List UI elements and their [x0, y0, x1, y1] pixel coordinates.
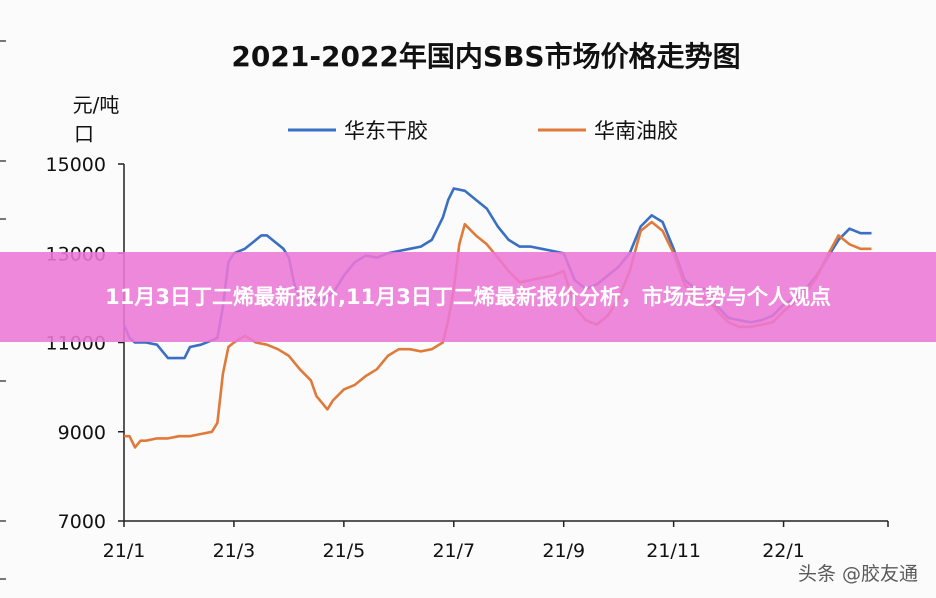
y-tick-label: 15000	[46, 154, 106, 176]
y-tick-label: 7000	[58, 511, 106, 533]
x-tick-label: 21/1	[103, 540, 146, 562]
y-tick-label: 9000	[58, 422, 106, 444]
legend-label: 华东干胶	[344, 119, 428, 143]
edge-mark	[0, 160, 6, 162]
legend-label: 华南油胶	[594, 119, 678, 143]
edge-mark	[0, 218, 6, 220]
x-tick-label: 22/1	[762, 540, 805, 562]
x-tick-label: 21/5	[323, 540, 366, 562]
headline-banner: 11月3日丁二烯最新报价,11月3日丁二烯最新报价分析，市场走势与个人观点	[0, 252, 936, 342]
y-unit-label-line1: 元/吨	[73, 93, 120, 117]
edge-mark	[0, 520, 6, 522]
x-tick-label: 21/11	[646, 540, 701, 562]
edge-mark	[0, 578, 6, 580]
headline-text: 11月3日丁二烯最新报价,11月3日丁二烯最新报价分析，市场走势与个人观点	[105, 285, 831, 309]
left-edge-marks	[0, 0, 6, 598]
watermark: 头条 @胶友通	[797, 563, 918, 585]
y-unit-label-line2: 口	[74, 122, 94, 146]
chart-title: 2021-2022年国内SBS市场价格走势图	[231, 40, 740, 73]
x-tick-label: 21/3	[213, 540, 256, 562]
edge-mark	[0, 40, 6, 42]
x-tick-label: 21/9	[542, 540, 585, 562]
legend: 华东干胶 华南油胶	[288, 119, 678, 143]
edge-mark	[0, 380, 6, 382]
x-tick-label: 21/7	[432, 540, 475, 562]
